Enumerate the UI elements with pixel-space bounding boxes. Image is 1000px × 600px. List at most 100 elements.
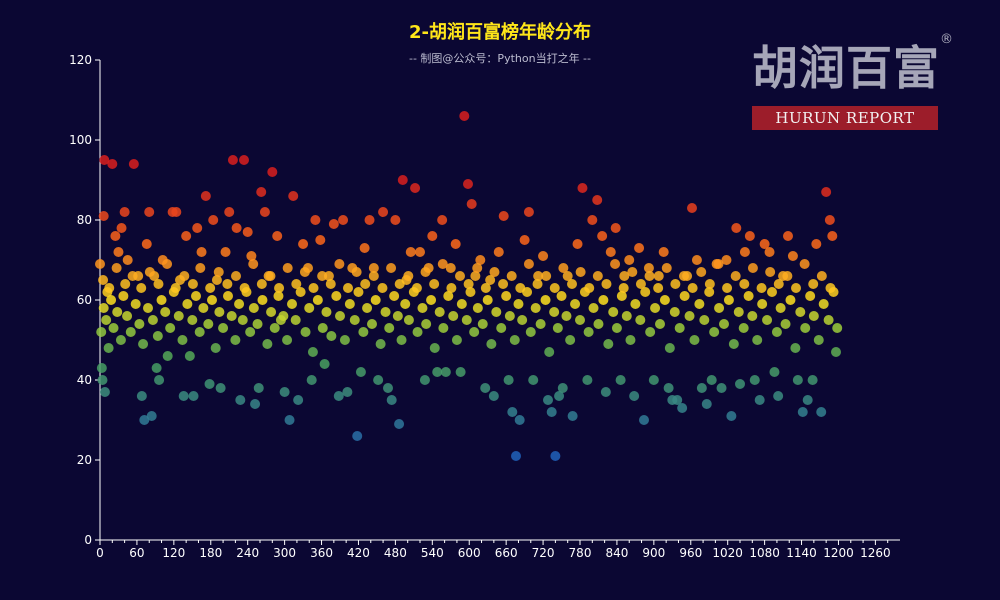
data-point xyxy=(112,307,123,317)
data-point xyxy=(107,159,118,169)
data-point xyxy=(173,311,184,321)
x-tick-label: 840 xyxy=(605,546,628,560)
data-point xyxy=(218,323,229,333)
data-point xyxy=(735,379,745,389)
data-point xyxy=(689,335,700,345)
data-point xyxy=(813,335,824,345)
data-point xyxy=(353,287,364,297)
data-point xyxy=(144,267,155,277)
data-point xyxy=(556,291,567,301)
data-point xyxy=(181,231,192,241)
data-point xyxy=(333,391,344,401)
data-point xyxy=(625,335,636,345)
data-point xyxy=(256,279,267,289)
data-point xyxy=(610,259,621,269)
data-point xyxy=(138,339,149,349)
data-point xyxy=(192,223,203,233)
data-point xyxy=(549,283,560,293)
data-point xyxy=(767,287,777,297)
data-point xyxy=(355,367,366,377)
data-point xyxy=(231,271,241,281)
data-point xyxy=(816,271,827,281)
data-point xyxy=(412,327,423,337)
data-point xyxy=(207,295,217,305)
data-point xyxy=(338,215,349,225)
data-point xyxy=(519,235,530,245)
data-point xyxy=(577,183,588,193)
data-point xyxy=(269,323,280,333)
data-point xyxy=(535,319,546,329)
data-point xyxy=(699,315,710,325)
data-point xyxy=(664,343,675,353)
data-point xyxy=(237,315,248,325)
data-point xyxy=(587,215,598,225)
data-point xyxy=(242,227,253,237)
data-point xyxy=(141,239,152,249)
data-point xyxy=(584,283,595,293)
chart-title: 2-胡润百富榜年龄分布 xyxy=(409,22,591,43)
data-point xyxy=(528,375,539,385)
data-point xyxy=(208,215,219,225)
y-tick-label: 20 xyxy=(77,453,92,467)
data-point xyxy=(731,223,742,233)
data-point xyxy=(618,283,629,293)
data-point xyxy=(196,247,207,257)
data-point xyxy=(554,391,565,401)
data-point xyxy=(655,319,665,329)
data-point xyxy=(575,267,586,277)
data-point xyxy=(257,295,268,305)
data-point xyxy=(679,271,689,281)
data-point xyxy=(747,311,758,321)
data-point xyxy=(195,263,206,273)
data-point xyxy=(601,279,612,289)
data-point xyxy=(223,291,233,301)
x-tick-label: 960 xyxy=(679,546,702,560)
data-point xyxy=(644,271,655,281)
data-point xyxy=(567,279,577,289)
data-point xyxy=(234,299,245,309)
data-point xyxy=(769,367,780,377)
data-point xyxy=(104,283,115,293)
data-point xyxy=(558,263,569,273)
data-point xyxy=(491,307,502,317)
data-point xyxy=(427,231,438,241)
data-point xyxy=(352,431,363,441)
data-point xyxy=(701,399,712,409)
data-point xyxy=(506,271,517,281)
data-point xyxy=(517,315,528,325)
data-point xyxy=(504,311,515,321)
data-point xyxy=(807,375,818,385)
data-point xyxy=(295,287,306,297)
x-tick-label: 1200 xyxy=(823,546,854,560)
data-point xyxy=(687,203,697,213)
x-tick-label: 360 xyxy=(310,546,333,560)
data-point xyxy=(790,343,801,353)
data-point xyxy=(619,271,630,281)
data-point xyxy=(98,303,109,313)
data-point xyxy=(351,267,362,277)
x-tick-label: 1260 xyxy=(860,546,891,560)
data-point xyxy=(493,247,504,257)
data-point xyxy=(245,327,256,337)
data-point xyxy=(470,271,481,281)
data-point xyxy=(523,259,534,269)
data-point xyxy=(624,255,635,265)
data-point xyxy=(723,295,734,305)
data-point xyxy=(170,283,181,293)
data-point xyxy=(782,271,793,281)
data-point xyxy=(187,315,198,325)
data-point xyxy=(653,271,664,281)
data-point xyxy=(544,347,555,357)
data-point xyxy=(669,307,680,317)
data-point xyxy=(648,375,659,385)
data-point xyxy=(627,267,638,277)
data-point xyxy=(739,247,750,257)
data-point xyxy=(368,263,379,273)
data-point xyxy=(403,271,414,281)
data-point xyxy=(146,411,157,421)
data-point xyxy=(818,299,829,309)
x-tick-label: 300 xyxy=(273,546,296,560)
data-point xyxy=(231,223,242,233)
data-point xyxy=(605,247,616,257)
